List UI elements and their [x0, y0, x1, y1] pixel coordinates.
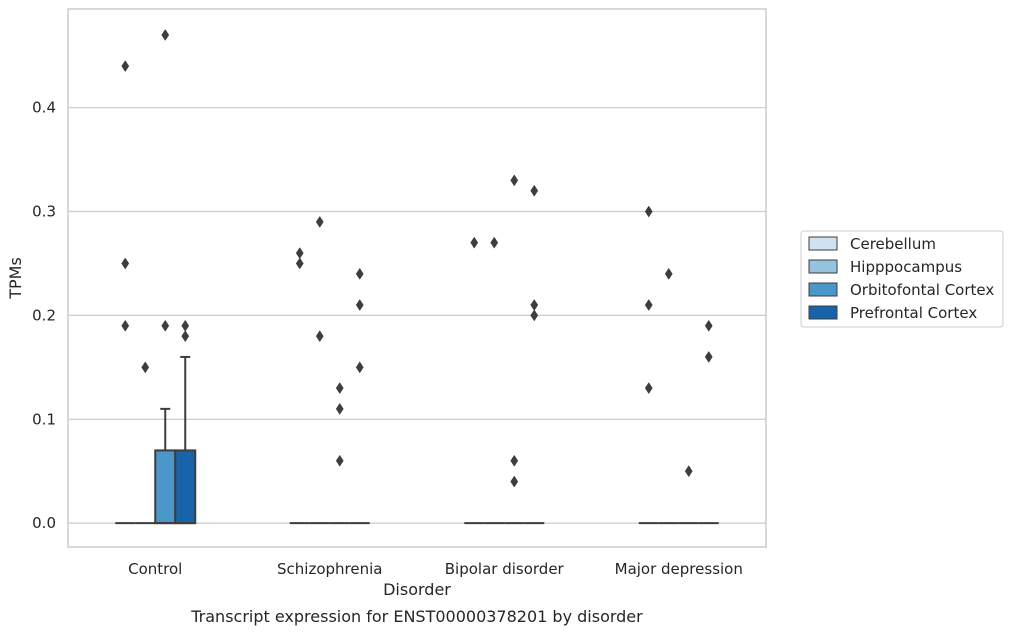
box-prefrontal-cortex: [174, 355, 197, 525]
outlier-point: [664, 267, 673, 280]
box-orbitofontal-cortex: [154, 407, 177, 525]
legend-item: Orbitofontal Cortex: [808, 281, 994, 299]
y-tick-label: 0.0: [32, 514, 56, 532]
legend-item: Cerebellum: [808, 235, 936, 253]
x-tick-label: Bipolar disorder: [445, 560, 565, 578]
y-tick-label: 0.1: [32, 410, 56, 428]
box-series: [115, 355, 719, 525]
outlier-point: [355, 361, 364, 374]
outlier-point: [704, 350, 713, 363]
x-axis-ticks: Control Schizophrenia Bipolar disorder Majo…: [128, 560, 743, 578]
chart-caption: Transcript expression for ENST0000037820…: [190, 607, 643, 626]
outlier-points: [121, 29, 713, 488]
y-tick-label: 0.2: [32, 306, 56, 324]
outlier-point: [181, 319, 190, 332]
outlier-point: [141, 361, 150, 374]
outlier-point: [684, 465, 693, 478]
outlier-point: [295, 247, 304, 260]
outlier-point: [121, 60, 130, 73]
outlier-point: [644, 205, 653, 218]
outlier-point: [335, 454, 344, 467]
legend-item: Hipppocampus: [808, 258, 962, 276]
y-tick-label: 0.3: [32, 203, 56, 221]
legend-swatch: [808, 282, 838, 297]
y-tick-label: 0.4: [32, 99, 56, 117]
legend-swatch: [808, 236, 838, 251]
outlier-point: [161, 319, 170, 332]
legend-swatch: [808, 259, 838, 274]
legend-swatch: [808, 305, 838, 320]
outlier-point: [644, 382, 653, 395]
outlier-point: [121, 257, 130, 270]
outlier-point: [161, 29, 170, 41]
box-body: [174, 449, 197, 525]
outlier-point: [121, 319, 130, 332]
x-tick-label: Control: [128, 560, 182, 578]
legend: Cerebellum Hipppocampus Orbitofontal Corte…: [800, 230, 1004, 328]
legend-label: Prefrontal Cortex: [850, 304, 977, 322]
legend-label: Cerebellum: [850, 235, 936, 253]
outlier-point: [644, 299, 653, 311]
plot-area-frame: [67, 8, 767, 548]
outlier-point: [530, 299, 539, 311]
outlier-point: [355, 267, 364, 280]
outlier-point: [181, 330, 190, 343]
outlier-point: [315, 215, 324, 228]
outlier-point: [490, 236, 499, 249]
x-axis-label: Disorder: [383, 580, 451, 599]
outlier-point: [315, 330, 324, 343]
legend-frame: [800, 230, 1004, 328]
outlier-point: [704, 319, 713, 332]
outlier-point: [510, 174, 519, 187]
x-tick-label: Schizophrenia: [277, 560, 382, 578]
legend-label: Orbitofontal Cortex: [850, 281, 994, 299]
outlier-point: [470, 236, 479, 249]
legend-label: Hipppocampus: [850, 258, 962, 276]
outlier-point: [530, 184, 539, 197]
outlier-point: [355, 299, 364, 311]
outlier-point: [510, 454, 519, 467]
x-tick-label: Major depression: [615, 560, 743, 578]
outlier-point: [335, 382, 344, 395]
legend-item: Prefrontal Cortex: [808, 304, 977, 322]
outlier-point: [295, 257, 304, 270]
outlier-point: [530, 309, 539, 322]
outlier-point: [510, 475, 519, 488]
y-axis-ticks: 0.0 0.1 0.2 0.3 0.4: [32, 99, 56, 532]
box-body: [154, 449, 177, 525]
y-axis-label: TPMs: [6, 257, 25, 300]
outlier-point: [335, 402, 344, 415]
